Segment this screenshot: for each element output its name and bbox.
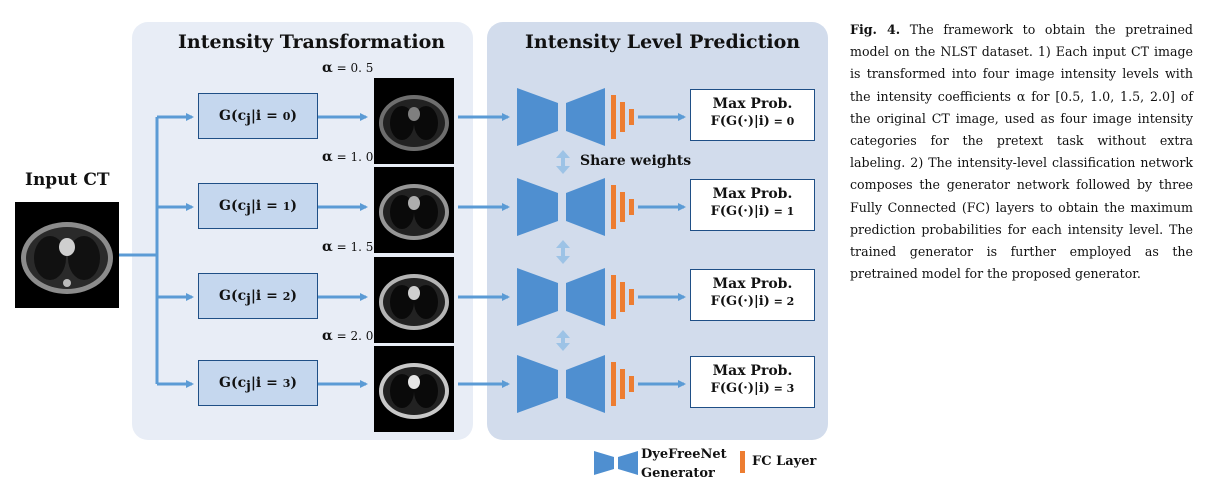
max-prob-label: Max Prob. — [712, 186, 793, 202]
max-prob-idx: = 3 — [769, 382, 795, 395]
transform-g-main: G(c — [219, 198, 247, 214]
generator-icon-0 — [517, 88, 605, 146]
legend-generator-label-line1: DyeFreeNet — [641, 447, 727, 462]
transform-g-main: G(c — [219, 288, 247, 304]
max-prob-idx: = 2 — [769, 295, 795, 308]
input-ct-image — [15, 202, 119, 308]
alpha-symbol: α — [322, 239, 333, 255]
share-weights-arrow-0 — [556, 150, 570, 174]
transform-g-close: ) — [290, 198, 297, 214]
max-prob-label: Max Prob. — [712, 96, 793, 112]
alpha-label-1: α = 1. 0 — [322, 149, 373, 165]
transform-g-close: ) — [290, 288, 297, 304]
max-prob-label: Max Prob. — [712, 276, 793, 292]
max-prob-f: F(G(·)|i) — [710, 204, 770, 219]
transform-g-close: ) — [290, 108, 297, 124]
transform-g-sub: j — [246, 291, 251, 307]
max-prob-formula: F(G(·)|i) = 3 — [691, 381, 814, 396]
transform-box-2: G(c j |i = 2) — [198, 273, 318, 319]
alpha-value: = 1. 0 — [336, 150, 374, 164]
max-prob-idx: = 1 — [769, 205, 795, 218]
transform-g-close: ) — [290, 375, 297, 391]
legend-fc-icon — [740, 451, 745, 473]
transform-g-idx: 0 — [282, 109, 291, 123]
transform-g-sub: j — [246, 378, 251, 394]
generator-icon-2 — [517, 268, 605, 326]
generator-icon-1 — [517, 178, 605, 236]
transform-g-mid: |i = — [250, 375, 283, 391]
figure-caption: Fig. 4. The framework to obtain the pret… — [850, 19, 1193, 285]
max-prob-label: Max Prob. — [712, 363, 793, 379]
share-weights-arrow-2 — [556, 330, 570, 351]
input-ct-label: Input CT — [25, 170, 110, 190]
max-prob-formula: F(G(·)|i) = 0 — [691, 114, 814, 129]
generator-icon-3 — [517, 355, 605, 413]
alpha-symbol: α — [322, 328, 333, 344]
max-prob-box-3: Max Prob. F(G(·)|i) = 3 — [690, 356, 815, 408]
max-prob-idx: = 0 — [769, 115, 795, 128]
share-weights-label: Share weights — [580, 153, 692, 169]
caption-label: Fig. 4. — [850, 22, 901, 37]
transform-g-main: G(c — [219, 108, 247, 124]
left-panel-title: Intensity Transformation — [178, 31, 446, 53]
max-prob-f: F(G(·)|i) — [710, 381, 770, 396]
legend-generator-label-line2: Generator — [641, 466, 715, 481]
transform-box-1: G(c j |i = 1) — [198, 183, 318, 229]
share-weights-arrow-1 — [556, 240, 570, 264]
transform-g-sub: j — [246, 201, 251, 217]
caption-text: The framework to obtain the pretrained m… — [850, 22, 1193, 282]
transform-g-sub: j — [246, 111, 251, 127]
transform-box-3: G(c j |i = 3) — [198, 360, 318, 406]
alpha-value: = 0. 5 — [336, 61, 374, 75]
ct-image-0 — [374, 78, 454, 164]
legend-fc-label: FC Layer — [752, 454, 817, 469]
ct-image-2 — [374, 257, 454, 343]
transform-g-mid: |i = — [250, 288, 283, 304]
max-prob-f: F(G(·)|i) — [710, 294, 770, 309]
fc-layers-0 — [611, 95, 634, 139]
transform-g-mid: |i = — [250, 198, 283, 214]
fc-layers-3 — [611, 362, 634, 406]
max-prob-box-2: Max Prob. F(G(·)|i) = 2 — [690, 269, 815, 321]
fc-layers-2 — [611, 275, 634, 319]
alpha-symbol: α — [322, 60, 333, 76]
max-prob-f: F(G(·)|i) — [710, 114, 770, 129]
max-prob-box-0: Max Prob. F(G(·)|i) = 0 — [690, 89, 815, 141]
max-prob-formula: F(G(·)|i) = 2 — [691, 294, 814, 309]
max-prob-box-1: Max Prob. F(G(·)|i) = 1 — [690, 179, 815, 231]
alpha-value: = 2. 0 — [336, 329, 374, 343]
alpha-label-2: α = 1. 5 — [322, 239, 373, 255]
transform-g-idx: 2 — [282, 289, 291, 303]
max-prob-formula: F(G(·)|i) = 1 — [691, 204, 814, 219]
transform-g-idx: 3 — [282, 376, 291, 390]
transform-box-0: G(c j |i = 0) — [198, 93, 318, 139]
alpha-value: = 1. 5 — [336, 240, 374, 254]
ct-image-3 — [374, 346, 454, 432]
alpha-symbol: α — [322, 149, 333, 165]
alpha-label-0: α = 0. 5 — [322, 60, 373, 76]
legend-generator-icon — [594, 451, 638, 475]
fc-layers-1 — [611, 185, 634, 229]
transform-g-main: G(c — [219, 375, 247, 391]
transform-g-mid: |i = — [250, 108, 283, 124]
ct-image-1 — [374, 167, 454, 253]
alpha-label-3: α = 2. 0 — [322, 328, 373, 344]
right-panel-title: Intensity Level Prediction — [525, 31, 801, 53]
transform-g-idx: 1 — [282, 199, 291, 213]
